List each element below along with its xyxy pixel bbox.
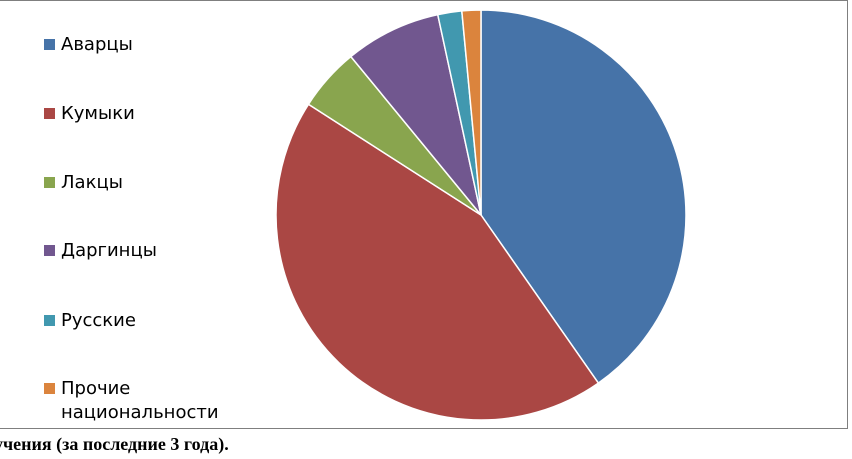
pie-slice-5 — [460, 9, 482, 216]
legend-item-prochie: Прочие национальности — [44, 377, 261, 425]
legend-swatch-kumyki — [44, 108, 55, 119]
legend-label-kumyki: Кумыки — [61, 103, 135, 124]
legend-label-dargintsy: Даргинцы — [61, 240, 157, 261]
legend-swatch-prochie — [44, 383, 55, 394]
legend-label-avartsy: Аварцы — [61, 34, 133, 55]
legend-item-kumyki: Кумыки — [44, 102, 261, 126]
legend-label-prochie: Прочие национальности — [61, 378, 219, 423]
legend-item-russkie: Русские — [44, 309, 261, 333]
pie-slice-1 — [275, 103, 600, 421]
legend-swatch-russkie — [44, 315, 55, 326]
legend-item-dargintsy: Даргинцы — [44, 239, 261, 263]
pie-chart — [275, 9, 687, 421]
legend-label-russkie: Русские — [61, 310, 136, 331]
legend: Аварцы Кумыки Лакцы Даргинцы Русские Про… — [44, 0, 274, 429]
caption-text: учения (за последние 3 года). — [0, 434, 229, 454]
pie-slice-0 — [480, 9, 687, 385]
legend-swatch-avartsy — [44, 39, 55, 50]
legend-swatch-dargintsy — [44, 245, 55, 256]
chart-frame — [0, 0, 848, 429]
legend-label-laktsy: Лакцы — [61, 172, 123, 193]
legend-item-avartsy: Аварцы — [44, 33, 261, 57]
legend-swatch-laktsy — [44, 177, 55, 188]
legend-item-laktsy: Лакцы — [44, 171, 261, 195]
